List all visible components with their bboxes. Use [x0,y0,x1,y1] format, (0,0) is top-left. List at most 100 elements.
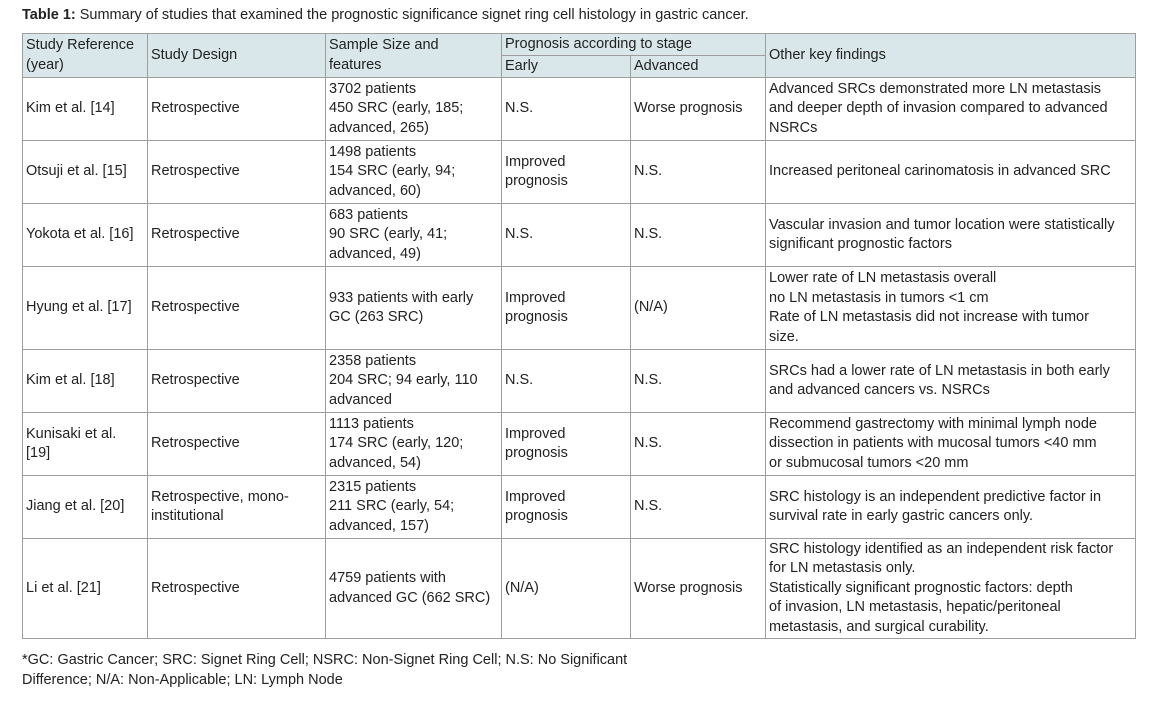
cell-line: 450 SRC (early, 185; [329,100,464,117]
other-findings-cell: Advanced SRCs demonstrated more LN metas… [765,77,1136,141]
study-design-cell: Retrospective [147,412,326,476]
cell-line: Advanced SRCs demonstrated more LN metas… [769,80,1102,97]
table-row: Yokota et al. [16] Retrospective 683 patie… [22,203,1136,267]
cell-line: survival rate in early gastric cancers o… [769,508,1034,524]
cell-line: 1498 patients [329,143,417,160]
cell-line: Recommend gastrectomy with minimal lymph… [769,415,1097,432]
cell-line: N.S. [634,163,663,180]
table-caption-label: Table 1: [22,7,76,23]
prognosis-advanced-cell: N.S. [630,203,766,267]
table-row: Kunisaki et al. [19] Retrospective 1113 pat… [22,412,1136,476]
cell-line: Statistically significant prognostic fac… [769,579,1073,596]
other-findings-cell: Increased peritoneal carinomatosis in ad… [765,140,1136,204]
cell-line: SRC histology is an independent predicti… [769,488,1102,505]
other-findings-cell: Lower rate of LN metastasis overall no LN… [765,266,1136,350]
cell-line: 174 SRC (early, 120; [329,435,464,452]
cell-line: advanced [329,391,392,408]
cell-line: Kunisaki et al. [26,425,117,442]
cell-line: 211 SRC (early, 54; [329,498,455,515]
cell-line: Rate of LN metastasis did not increase w… [769,309,1089,325]
cell-line: (N/A) [634,299,668,316]
studies-table: Study Reference (year) Study Design Samp… [22,33,1136,639]
sample-size-cell: 683 patients 90 SRC (early, 41; advanced, … [325,203,502,267]
cell-line: [19] [26,445,51,461]
cell-line: of invasion, LN metastasis, hepatic/peri… [769,599,1061,616]
cell-line: advanced, 49) [329,245,421,262]
cell-line: advanced, 60) [329,182,421,199]
prognosis-early-cell: N.S. [501,77,631,141]
cell-line: Retrospective [151,163,240,180]
prognosis-advanced-cell: N.S. [630,349,766,413]
study-reference-cell: Otsuji et al. [15] [22,140,148,204]
cell-line: for LN metastasis only. [769,560,916,577]
cell-line: significant prognostic factors [769,236,952,252]
table-row: Otsuji et al. [15] Retrospective 1498 pati… [22,140,1136,204]
cell-line: Jiang et al. [20] [26,498,125,515]
cell-line: 2358 patients [329,352,417,369]
table-row: Li et al. [21] Retrospective 4759 patients… [22,538,1136,639]
cell-line: SRCs had a lower rate of LN metastasis i… [769,362,1110,379]
sample-size-cell: 933 patients with early GC (263 SRC) [325,266,502,350]
prognosis-early-cell: N.S. [501,349,631,413]
cell-line: or submucosal tumors <20 mm [769,454,969,471]
prognosis-early-cell: Improved prognosis [501,266,631,350]
study-design-cell: Retrospective [147,77,326,141]
cell-line: 683 patients [329,206,409,223]
sample-size-cell: 3702 patients 450 SRC (early, 185; advance… [325,77,502,141]
cell-line: metastasis, and surgical curability. [769,618,989,635]
other-findings-cell: Recommend gastrectomy with minimal lymph… [765,412,1136,476]
table-footnote: *GC: Gastric Cancer; SRC: Signet Ring Ce… [22,652,628,688]
other-findings-cell: Vascular invasion and tumor location wer… [765,203,1136,267]
prognosis-advanced-cell: Worse prognosis [630,77,766,141]
cell-line: Li et al. [21] [26,579,101,596]
cell-line: advanced, 157) [329,517,429,534]
study-reference-cell: Yokota et al. [16] [22,203,148,267]
header-sample-size: Sample Size and features [325,33,502,78]
cell-line: N.S. [505,100,534,117]
study-reference-cell: Jiang et al. [20] [22,475,148,539]
prognosis-early-cell: (N/A) [501,538,631,639]
cell-line: 1113 patients [329,415,414,432]
cell-line: and deeper depth of invasion compared to… [769,100,1108,117]
cell-line: GC (263 SRC) [329,309,424,325]
cell-line: prognosis [505,445,568,461]
prognosis-advanced-cell: (N/A) [630,266,766,350]
other-findings-cell: SRCs had a lower rate of LN metastasis i… [765,349,1136,413]
cell-line: 3702 patients [329,80,417,97]
cell-line: SRC histology identified as an independe… [769,540,1114,557]
table-body: Kim et al. [14] Retrospective 3702 patient… [22,77,1136,639]
cell-line: size. [769,328,799,345]
study-reference-cell: Hyung et al. [17] [22,266,148,350]
cell-line: institutional [151,508,224,524]
header-early: Early [501,55,631,78]
header-study-reference: Study Reference (year) [22,33,148,78]
table-row: Kim et al. [18] Retrospective 2358 patient… [22,349,1136,413]
cell-line: Yokota et al. [16] [26,226,134,243]
table-caption-text: Summary of studies that examined the pro… [75,7,749,23]
table-row: Hyung et al. [17] Retrospective 933 patien… [22,266,1136,350]
study-design-cell: Retrospective [147,266,326,350]
header-other-findings: Other key findings [765,33,1136,78]
cell-line: Retrospective [151,579,240,596]
cell-line: Kim et al. [14] [26,100,115,117]
cell-line: (N/A) [505,579,539,596]
study-design-cell: Retrospective [147,203,326,267]
sample-size-cell: 1113 patients 174 SRC (early, 120; advance… [325,412,502,476]
study-design-cell: Retrospective, mono-institutional [147,475,326,539]
cell-line: advanced GC (662 SRC) [329,589,491,606]
study-reference-cell: Kim et al. [14] [22,77,148,141]
prognosis-early-cell: Improved prognosis [501,475,631,539]
cell-line: Improved [505,153,566,170]
header-study-design: Study Design [147,33,326,78]
other-findings-cell: SRC histology is an independent predicti… [765,475,1136,539]
cell-line: and advanced cancers vs. NSRCs [769,382,990,398]
cell-line: Worse prognosis [634,100,743,117]
cell-line: no LN metastasis in tumors <1 cm [769,289,989,306]
prognosis-advanced-cell: N.S. [630,475,766,539]
prognosis-early-cell: N.S. [501,203,631,267]
cell-line: Improved [505,425,566,442]
cell-line: 204 SRC; 94 early, 110 [329,372,478,389]
study-design-cell: Retrospective [147,349,326,413]
cell-line: advanced, 54) [329,454,421,471]
cell-line: Retrospective [151,435,240,452]
